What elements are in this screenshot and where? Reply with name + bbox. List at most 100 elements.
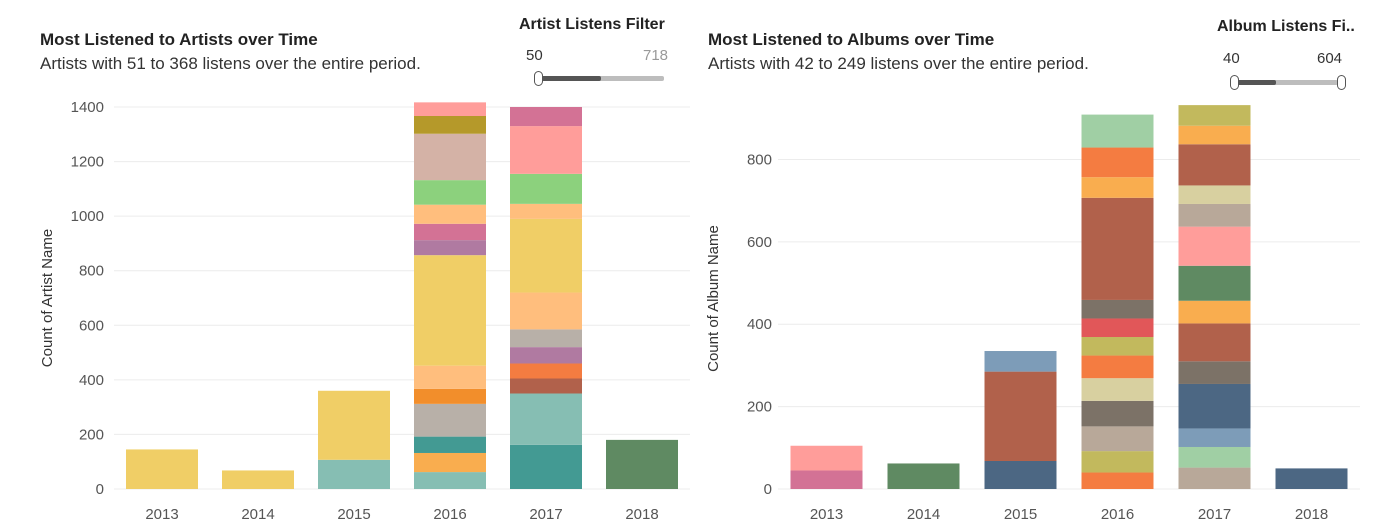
bar-segment[interactable] (1081, 451, 1154, 473)
filter-min-handle[interactable] (534, 71, 543, 86)
filter-slider-range (538, 76, 601, 81)
bar-segment[interactable] (1081, 114, 1154, 148)
bar-segment[interactable] (984, 460, 1057, 489)
filter-title: Artist Listens Filter (519, 16, 665, 33)
artists-chart-panel: Most Listened to Artists over Time Artis… (39, 16, 690, 523)
chart-title: Most Listened to Artists over Time (40, 30, 318, 49)
y-tick-label: 1400 (71, 99, 104, 116)
x-tick-label: 2015 (1004, 506, 1037, 523)
y-tick-label: 0 (96, 481, 104, 498)
bar-segment[interactable] (414, 223, 486, 241)
bar-segment[interactable] (1178, 323, 1251, 362)
y-tick-label: 600 (79, 317, 104, 334)
filter-slider-track[interactable] (1235, 80, 1338, 85)
bar-segment[interactable] (510, 444, 582, 489)
bar-segment[interactable] (414, 403, 486, 437)
filter-slider-track[interactable] (538, 76, 664, 81)
bar-segment[interactable] (1275, 468, 1348, 489)
bar-segment[interactable] (414, 133, 486, 181)
x-tick-label: 2018 (625, 506, 658, 523)
chart-subtitle: Artists with 42 to 249 listens over the … (708, 54, 1089, 73)
bar-segment[interactable] (984, 351, 1057, 372)
bar-segment[interactable] (510, 378, 582, 394)
bar-segment[interactable] (1081, 400, 1154, 427)
bar-segment[interactable] (126, 449, 198, 489)
bar-segment[interactable] (887, 463, 960, 489)
bar-segment[interactable] (790, 470, 863, 489)
bar-segment[interactable] (318, 459, 390, 489)
chart-title: Most Listened to Albums over Time (708, 30, 995, 49)
bar-segment[interactable] (510, 203, 582, 219)
bar-segment[interactable] (1081, 378, 1154, 401)
artists-stacked-bar-chart: 0 200 400 600 800 1000 1200 1400 Count of Artist… (39, 99, 690, 523)
bar-segment[interactable] (510, 393, 582, 445)
bar-segment[interactable] (510, 363, 582, 379)
bar-segment[interactable] (1178, 383, 1251, 429)
y-tick-label: 800 (747, 151, 772, 168)
bar-segment[interactable] (1178, 125, 1251, 145)
bar-segment[interactable] (1081, 355, 1154, 379)
bar-segment[interactable] (984, 371, 1057, 461)
bar-segment[interactable] (1081, 197, 1154, 300)
bar-segment[interactable] (1178, 105, 1251, 126)
filter-max-handle[interactable] (1337, 75, 1346, 90)
bar-segment[interactable] (414, 240, 486, 256)
bar-segment[interactable] (414, 436, 486, 453)
filter-slider-range (1235, 80, 1277, 85)
filter-title: Album Listens Fi.. (1217, 18, 1355, 35)
filter-min-value: 40 (1223, 50, 1240, 67)
bar-segment[interactable] (510, 292, 582, 330)
bar-segment[interactable] (1081, 337, 1154, 356)
y-axis-title: Count of Album Name (705, 225, 722, 372)
bar-segment[interactable] (510, 329, 582, 348)
bar-segment[interactable] (1178, 185, 1251, 204)
bar-segment[interactable] (1081, 177, 1154, 198)
bar-segment[interactable] (1178, 428, 1251, 447)
filter-min-handle[interactable] (1230, 75, 1239, 90)
bar-segment[interactable] (1081, 426, 1154, 452)
filter-min-value: 50 (526, 47, 543, 64)
bar-segment[interactable] (222, 470, 294, 489)
bar-segment[interactable] (1178, 300, 1251, 324)
bar-segment[interactable] (1178, 203, 1251, 227)
filter-max-value: 718 (643, 47, 669, 64)
bar-segment[interactable] (414, 102, 486, 117)
x-tick-label: 2017 (529, 506, 562, 523)
x-tick-label: 2016 (1101, 506, 1134, 523)
x-tick-label: 2013 (145, 506, 178, 523)
y-tick-label: 1200 (71, 154, 104, 171)
bar-segment[interactable] (510, 126, 582, 174)
bar-segment[interactable] (1178, 144, 1251, 186)
bar-segment[interactable] (414, 472, 486, 489)
bar-segment[interactable] (414, 365, 486, 389)
bar-segment[interactable] (1178, 467, 1251, 489)
bar-segment[interactable] (1178, 446, 1251, 468)
bar-segment[interactable] (1081, 299, 1154, 319)
bar-segment[interactable] (414, 116, 486, 134)
albums-stacked-bar-chart: 0 200 400 600 800 Count of Album Name 2013 2014… (705, 105, 1360, 523)
bar-segment[interactable] (318, 390, 390, 460)
bar-segment[interactable] (1081, 472, 1154, 489)
bar-segment[interactable] (1081, 147, 1154, 178)
bar-segment[interactable] (1178, 226, 1251, 266)
bar-segment[interactable] (606, 439, 678, 489)
bar-segment[interactable] (510, 347, 582, 364)
y-tick-label: 200 (79, 426, 104, 443)
bar-segment[interactable] (414, 255, 486, 366)
bar-segment[interactable] (414, 204, 486, 224)
bar-segment[interactable] (1178, 361, 1251, 384)
bar-segment[interactable] (510, 107, 582, 127)
chart-subtitle: Artists with 51 to 368 listens over the … (40, 54, 421, 73)
bar-segment[interactable] (510, 173, 582, 204)
x-tick-label: 2014 (241, 506, 274, 523)
bar-segment[interactable] (414, 388, 486, 404)
bar-segment[interactable] (510, 218, 582, 293)
y-tick-label: 200 (747, 399, 772, 416)
y-tick-label: 600 (747, 234, 772, 251)
bar-segment[interactable] (414, 180, 486, 205)
x-tick-label: 2014 (907, 506, 940, 523)
bar-segment[interactable] (1081, 318, 1154, 338)
bar-segment[interactable] (1178, 265, 1251, 301)
bar-segment[interactable] (790, 445, 863, 471)
bar-segment[interactable] (414, 452, 486, 473)
